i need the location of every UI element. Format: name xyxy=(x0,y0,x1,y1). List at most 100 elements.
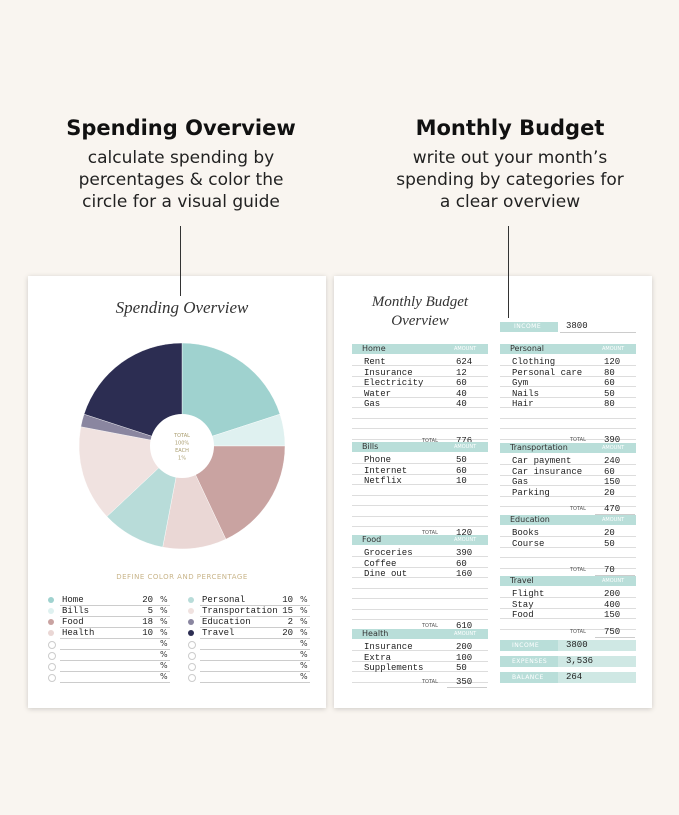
center-label: 1% xyxy=(178,456,186,462)
total-value: 120 xyxy=(456,528,473,538)
row-line xyxy=(500,597,636,598)
row-line xyxy=(500,417,636,419)
define-label: DEFINE COLOR AND PERCENTAGE xyxy=(116,573,248,581)
row-line xyxy=(500,618,636,619)
row-value: 40 xyxy=(456,399,467,409)
legend-dot xyxy=(188,597,194,603)
row-label: Gas xyxy=(512,477,529,487)
legend-line xyxy=(200,660,310,661)
legend-dot xyxy=(188,674,196,682)
row-label: Stay xyxy=(512,599,534,610)
row-label: Car payment xyxy=(512,456,572,466)
row-line xyxy=(352,396,488,398)
row-value: 100 xyxy=(456,652,473,663)
row-value: 50 xyxy=(604,538,615,549)
total-value: 750 xyxy=(604,627,621,637)
row-label: Nails xyxy=(512,388,540,399)
row-line xyxy=(352,386,488,387)
row-line xyxy=(352,505,488,506)
percent-sign: % xyxy=(160,628,168,637)
total-value: 470 xyxy=(604,504,621,514)
percent-sign: % xyxy=(300,672,308,681)
amount-label: AMOUNT xyxy=(602,517,625,523)
pie-slice xyxy=(181,342,281,447)
percent-sign: % xyxy=(300,650,308,659)
legend-name: Food xyxy=(62,617,84,627)
total-value: 350 xyxy=(456,677,473,687)
legend-dot xyxy=(48,663,56,671)
legend-dot xyxy=(48,630,54,636)
row-label: Clothing xyxy=(512,357,556,367)
row-label: Food xyxy=(512,610,534,620)
income-label-bar xyxy=(500,322,558,332)
row-line xyxy=(352,650,488,651)
row-line xyxy=(500,495,636,497)
section-header xyxy=(352,629,488,639)
row-value: 10 xyxy=(456,476,467,486)
row-value: 150 xyxy=(604,610,621,620)
row-line xyxy=(500,438,636,440)
row-line xyxy=(352,484,488,485)
total-label: TOTAL xyxy=(422,623,438,629)
income-line xyxy=(560,332,636,333)
legend-dot xyxy=(48,597,54,603)
section-name: Bills xyxy=(362,442,379,451)
pointer-line xyxy=(508,226,509,318)
row-line xyxy=(500,506,636,507)
row-line xyxy=(352,438,488,440)
row-line xyxy=(500,428,636,429)
section-name: Travel xyxy=(510,576,534,585)
row-line xyxy=(352,619,488,620)
row-line xyxy=(500,386,636,387)
row-line xyxy=(352,428,488,429)
amount-label: AMOUNT xyxy=(602,578,625,584)
row-line xyxy=(500,396,636,398)
section-header xyxy=(352,344,488,354)
row-value: 624 xyxy=(456,357,473,367)
sheet-title: Overview xyxy=(391,313,449,329)
row-line xyxy=(500,607,636,609)
legend-name: Education xyxy=(202,617,251,627)
summary-bar xyxy=(500,672,636,683)
row-label: Groceries xyxy=(364,548,413,558)
row-value: 20 xyxy=(604,528,615,538)
center-label: EACH xyxy=(175,448,189,454)
legend-line xyxy=(200,627,310,628)
row-line xyxy=(352,473,488,475)
row-line xyxy=(500,557,636,558)
percent-sign: % xyxy=(160,617,168,626)
row-value: 50 xyxy=(604,388,615,399)
total-line xyxy=(595,637,635,638)
row-value: 50 xyxy=(456,455,467,465)
total-line xyxy=(595,575,635,576)
legend-dot xyxy=(48,608,54,614)
income-label: INCOME xyxy=(514,323,542,330)
summary-label-bar xyxy=(500,672,558,683)
legend-dot xyxy=(48,641,56,649)
percent-sign: % xyxy=(160,595,168,604)
row-line xyxy=(352,587,488,589)
heading-text: spending by categories for xyxy=(396,170,624,190)
total-label: TOTAL xyxy=(422,438,438,444)
legend-line xyxy=(60,616,170,617)
section-name: Food xyxy=(362,535,382,544)
summary-label-bar xyxy=(500,656,558,667)
section-header xyxy=(352,442,488,452)
section-header xyxy=(352,535,488,545)
legend-value: 10 xyxy=(282,595,293,605)
amount-label: AMOUNT xyxy=(454,537,477,543)
row-line xyxy=(352,556,488,557)
percent-sign: % xyxy=(300,595,308,604)
percent-sign: % xyxy=(300,628,308,637)
legend-dot xyxy=(188,652,196,660)
legend-line xyxy=(200,649,310,650)
heading-title: Monthly Budget xyxy=(415,116,605,140)
center-label: 100% xyxy=(175,441,190,447)
row-line xyxy=(352,671,488,672)
summary-value: 264 xyxy=(566,672,583,682)
pie-slice xyxy=(181,445,286,540)
row-line xyxy=(500,628,636,630)
row-value: 150 xyxy=(604,477,621,487)
heading-text: calculate spending by xyxy=(87,148,275,168)
row-value: 80 xyxy=(604,399,615,409)
